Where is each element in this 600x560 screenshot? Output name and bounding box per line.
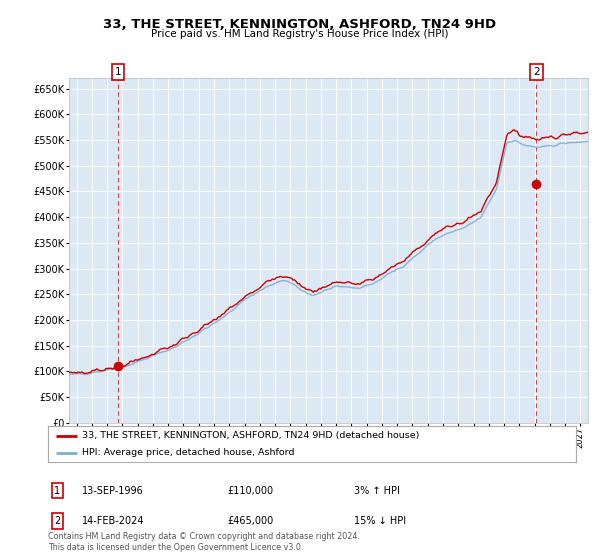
Text: Contains HM Land Registry data © Crown copyright and database right 2024.
This d: Contains HM Land Registry data © Crown c… bbox=[48, 532, 360, 552]
Text: 13-SEP-1996: 13-SEP-1996 bbox=[82, 486, 144, 496]
Text: 1: 1 bbox=[115, 67, 121, 77]
Text: 1: 1 bbox=[55, 486, 61, 496]
Text: Price paid vs. HM Land Registry's House Price Index (HPI): Price paid vs. HM Land Registry's House … bbox=[151, 29, 449, 39]
Text: £110,000: £110,000 bbox=[227, 486, 274, 496]
Text: 33, THE STREET, KENNINGTON, ASHFORD, TN24 9HD: 33, THE STREET, KENNINGTON, ASHFORD, TN2… bbox=[103, 18, 497, 31]
Text: 2: 2 bbox=[533, 67, 540, 77]
Text: 33, THE STREET, KENNINGTON, ASHFORD, TN24 9HD (detached house): 33, THE STREET, KENNINGTON, ASHFORD, TN2… bbox=[82, 431, 419, 440]
Text: 2: 2 bbox=[55, 516, 61, 526]
Text: HPI: Average price, detached house, Ashford: HPI: Average price, detached house, Ashf… bbox=[82, 449, 295, 458]
Text: 3% ↑ HPI: 3% ↑ HPI bbox=[354, 486, 400, 496]
Text: 14-FEB-2024: 14-FEB-2024 bbox=[82, 516, 145, 526]
Text: £465,000: £465,000 bbox=[227, 516, 274, 526]
Text: 15% ↓ HPI: 15% ↓ HPI bbox=[354, 516, 406, 526]
